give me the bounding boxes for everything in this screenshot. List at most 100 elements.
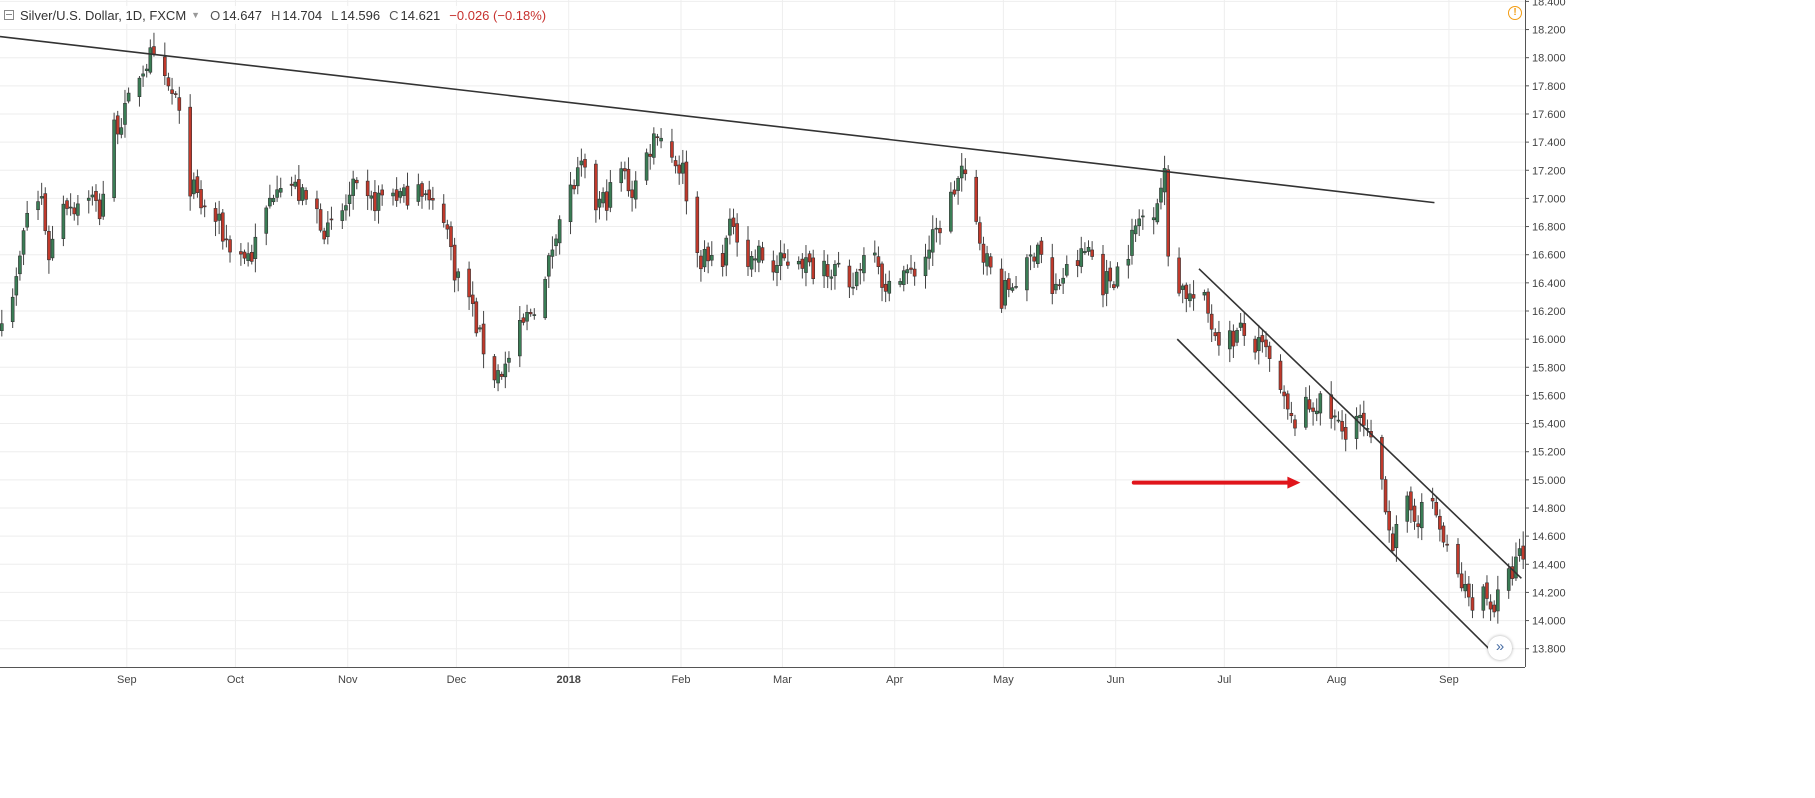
candle	[94, 184, 98, 212]
candle	[872, 240, 877, 263]
candle	[166, 72, 171, 91]
candle-down	[626, 168, 631, 192]
candle-up	[956, 178, 960, 191]
candle	[1456, 538, 1460, 578]
warning-icon[interactable]: !	[1508, 6, 1522, 20]
candle-up	[90, 194, 95, 198]
candle-up	[887, 280, 892, 294]
candle	[1235, 327, 1239, 347]
candle-up	[985, 253, 989, 267]
candle-up	[959, 165, 964, 179]
chevron-down-icon[interactable]: ▼	[191, 10, 201, 20]
candle-down	[1409, 491, 1413, 511]
candle	[315, 190, 319, 224]
candle	[1438, 509, 1442, 542]
candle	[1202, 289, 1207, 301]
candle-up	[402, 187, 406, 196]
symbol-title[interactable]: Silver/U.S. Dollar, 1D, FXCM	[20, 7, 187, 23]
candle-down	[405, 185, 410, 206]
candle-down	[1434, 501, 1439, 516]
candle	[86, 190, 91, 214]
arrow-annotation[interactable]	[1131, 476, 1301, 489]
collapse-icon[interactable]	[4, 10, 14, 20]
candle-down	[242, 251, 247, 259]
candle-up	[1130, 229, 1134, 256]
candle	[673, 155, 678, 174]
candle-up	[112, 119, 116, 198]
candle	[351, 170, 355, 210]
candle	[1238, 313, 1243, 331]
candle-up	[568, 184, 573, 223]
time-tick-label: Dec	[447, 674, 467, 686]
candle-up	[264, 207, 269, 234]
candle-up	[1054, 283, 1058, 291]
candle	[481, 310, 486, 369]
candle-down	[630, 189, 634, 198]
candle	[202, 199, 207, 218]
candle-up	[927, 249, 931, 259]
candle-down	[1282, 391, 1286, 397]
candle-up	[1010, 287, 1015, 291]
candle-down	[1007, 278, 1011, 290]
trendlines[interactable]	[0, 35, 1522, 657]
price-tick-label: 16.200	[1532, 306, 1566, 318]
candle-up	[702, 248, 707, 268]
candle-down	[825, 264, 830, 277]
candle	[1177, 247, 1181, 297]
candle-up	[253, 236, 258, 259]
candle	[1256, 324, 1261, 365]
price-tick-label: 14.400	[1532, 559, 1566, 571]
candle	[0, 309, 4, 337]
candle	[659, 128, 663, 149]
candle-up	[550, 249, 555, 257]
candle	[1506, 563, 1511, 599]
candle	[1514, 542, 1518, 581]
price-axis[interactable]: 13.800 14.000 14.200 14.400 14.600 14.800 15.0…	[1525, 0, 1566, 656]
candle-up	[532, 314, 537, 316]
candle	[829, 269, 834, 291]
candle-up	[1104, 271, 1109, 294]
candle-up	[148, 47, 153, 73]
candle-up	[833, 264, 837, 277]
candle	[876, 246, 881, 275]
trendline[interactable]	[1198, 268, 1522, 579]
candle-down	[952, 189, 957, 195]
candle	[126, 87, 131, 104]
trendline[interactable]	[1176, 338, 1497, 657]
candle	[753, 249, 758, 273]
candle-down	[224, 238, 229, 241]
candle-down	[47, 231, 51, 261]
candle	[978, 216, 982, 251]
candle	[550, 236, 555, 269]
candle-up	[681, 162, 685, 174]
candle-up	[1014, 286, 1018, 288]
candle	[988, 253, 993, 275]
candle-down	[583, 159, 587, 168]
candle-down	[735, 223, 739, 243]
candle	[449, 221, 453, 261]
candle-down	[1412, 505, 1417, 522]
double-chevron-right-icon[interactable]: »	[1488, 636, 1512, 660]
trendline[interactable]	[0, 35, 1435, 204]
candle-down	[322, 230, 326, 240]
candle	[1318, 391, 1323, 426]
candle	[862, 247, 866, 282]
candle-up	[1028, 254, 1033, 257]
candle	[1079, 236, 1084, 274]
candle	[1130, 218, 1134, 265]
candle	[47, 225, 51, 274]
candle-down	[1456, 543, 1460, 575]
candle-up	[86, 197, 91, 201]
time-axis[interactable]: Sep Oct Nov Dec 2018 Feb Mar Apr May Jun Jul Aug Sep	[117, 674, 1459, 686]
candle-up	[1318, 393, 1323, 414]
candle	[90, 186, 95, 206]
candle-up	[1155, 203, 1160, 223]
candle	[1409, 486, 1413, 523]
candle	[912, 261, 917, 286]
candle-up	[503, 363, 508, 378]
candle	[557, 215, 562, 255]
candle	[724, 235, 729, 277]
candle	[1517, 538, 1522, 562]
candle	[1362, 400, 1366, 437]
